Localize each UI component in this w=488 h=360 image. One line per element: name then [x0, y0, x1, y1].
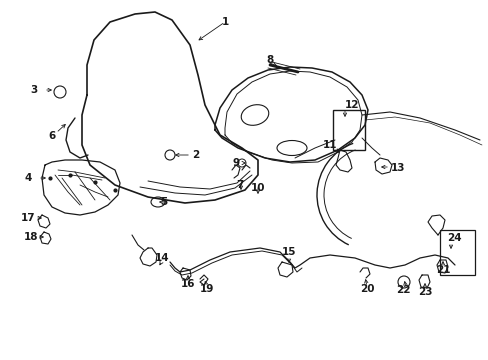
Text: 17: 17 [20, 213, 35, 223]
Text: 1: 1 [221, 17, 228, 27]
Text: 10: 10 [250, 183, 264, 193]
Bar [332, 110, 364, 150]
Text: 12: 12 [344, 100, 359, 110]
Text: 13: 13 [390, 163, 405, 173]
Text: 7: 7 [236, 180, 243, 190]
Text: 8: 8 [266, 55, 273, 65]
Text: 11: 11 [322, 140, 337, 150]
Text: 18: 18 [24, 232, 38, 242]
Bar [439, 230, 474, 275]
Text: 22: 22 [395, 285, 409, 295]
Text: 3: 3 [30, 85, 38, 95]
Text: 20: 20 [359, 284, 373, 294]
Text: 15: 15 [281, 247, 296, 257]
Text: 2: 2 [192, 150, 199, 160]
Text: 6: 6 [48, 131, 56, 141]
Text: 24: 24 [446, 233, 460, 243]
Text: 19: 19 [200, 284, 214, 294]
Text: 23: 23 [417, 287, 431, 297]
Text: 9: 9 [232, 158, 239, 168]
Text: 21: 21 [435, 265, 449, 275]
Text: 4: 4 [24, 173, 32, 183]
Text: 14: 14 [154, 253, 169, 263]
Text: 5: 5 [160, 197, 167, 207]
Text: 16: 16 [181, 279, 195, 289]
